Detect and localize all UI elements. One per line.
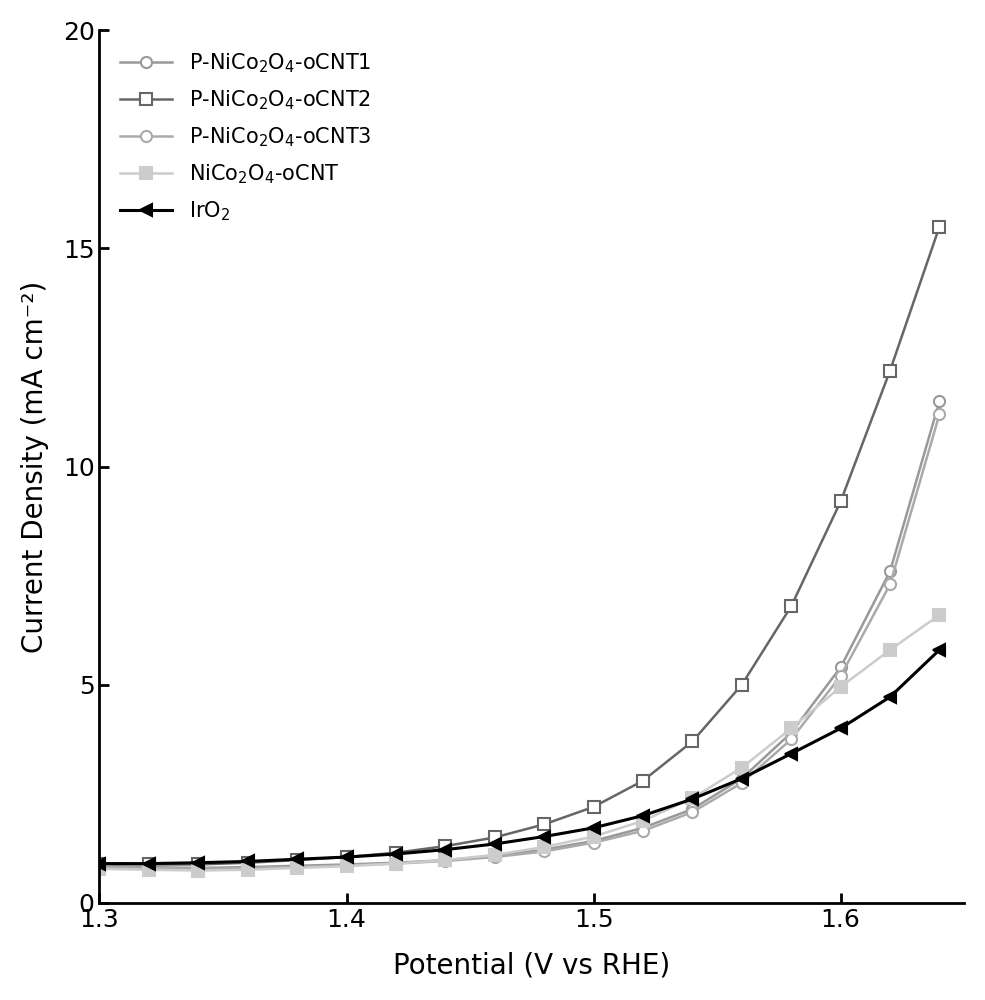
P-NiCo$_2$O$_4$-oCNT3 [192, 863, 204, 875]
P-NiCo$_2$O$_4$-oCNT3 [292, 861, 303, 873]
IrO$_2$ [94, 858, 105, 870]
P-NiCo$_2$O$_4$-oCNT3 [241, 862, 253, 874]
P-NiCo$_2$O$_4$-oCNT1 [390, 857, 402, 869]
NiCo$_2$O$_4$-oCNT [637, 815, 649, 827]
NiCo$_2$O$_4$-oCNT [687, 792, 698, 804]
IrO$_2$ [143, 858, 155, 870]
P-NiCo$_2$O$_4$-oCNT2 [292, 854, 303, 866]
NiCo$_2$O$_4$-oCNT [834, 681, 846, 693]
P-NiCo$_2$O$_4$-oCNT1 [292, 860, 303, 872]
Line: NiCo$_2$O$_4$-oCNT: NiCo$_2$O$_4$-oCNT [94, 609, 945, 876]
P-NiCo$_2$O$_4$-oCNT2 [538, 818, 550, 830]
P-NiCo$_2$O$_4$-oCNT2 [94, 858, 105, 870]
IrO$_2$ [588, 822, 600, 834]
P-NiCo$_2$O$_4$-oCNT3 [588, 837, 600, 849]
Line: P-NiCo$_2$O$_4$-oCNT2: P-NiCo$_2$O$_4$-oCNT2 [94, 221, 945, 870]
P-NiCo$_2$O$_4$-oCNT1 [934, 395, 946, 407]
NiCo$_2$O$_4$-oCNT [736, 762, 748, 774]
P-NiCo$_2$O$_4$-oCNT2 [785, 600, 797, 612]
P-NiCo$_2$O$_4$-oCNT2 [439, 840, 451, 852]
P-NiCo$_2$O$_4$-oCNT2 [637, 775, 649, 787]
Line: P-NiCo$_2$O$_4$-oCNT1: P-NiCo$_2$O$_4$-oCNT1 [94, 396, 945, 874]
NiCo$_2$O$_4$-oCNT [439, 854, 451, 866]
P-NiCo$_2$O$_4$-oCNT3 [736, 777, 748, 789]
NiCo$_2$O$_4$-oCNT [588, 831, 600, 843]
P-NiCo$_2$O$_4$-oCNT3 [94, 861, 105, 873]
P-NiCo$_2$O$_4$-oCNT1 [489, 850, 500, 862]
P-NiCo$_2$O$_4$-oCNT3 [885, 578, 896, 590]
P-NiCo$_2$O$_4$-oCNT1 [885, 565, 896, 577]
IrO$_2$ [934, 644, 946, 656]
P-NiCo$_2$O$_4$-oCNT1 [439, 854, 451, 866]
NiCo$_2$O$_4$-oCNT [934, 609, 946, 621]
P-NiCo$_2$O$_4$-oCNT3 [489, 851, 500, 863]
P-NiCo$_2$O$_4$-oCNT3 [687, 806, 698, 818]
IrO$_2$ [439, 844, 451, 856]
P-NiCo$_2$O$_4$-oCNT3 [637, 825, 649, 837]
Line: IrO$_2$: IrO$_2$ [94, 644, 946, 870]
IrO$_2$ [885, 691, 896, 703]
P-NiCo$_2$O$_4$-oCNT1 [834, 661, 846, 673]
IrO$_2$ [736, 773, 748, 785]
IrO$_2$ [390, 848, 402, 860]
Legend: P-NiCo$_2$O$_4$-oCNT1, P-NiCo$_2$O$_4$-oCNT2, P-NiCo$_2$O$_4$-oCNT3, NiCo$_2$O$_: P-NiCo$_2$O$_4$-oCNT1, P-NiCo$_2$O$_4$-o… [110, 41, 382, 234]
P-NiCo$_2$O$_4$-oCNT3 [785, 733, 797, 745]
IrO$_2$ [687, 793, 698, 805]
P-NiCo$_2$O$_4$-oCNT2 [834, 495, 846, 507]
NiCo$_2$O$_4$-oCNT [538, 841, 550, 853]
NiCo$_2$O$_4$-oCNT [390, 858, 402, 870]
P-NiCo$_2$O$_4$-oCNT1 [341, 858, 353, 870]
P-NiCo$_2$O$_4$-oCNT2 [341, 851, 353, 863]
P-NiCo$_2$O$_4$-oCNT1 [94, 860, 105, 872]
P-NiCo$_2$O$_4$-oCNT1 [143, 861, 155, 873]
P-NiCo$_2$O$_4$-oCNT1 [736, 773, 748, 785]
P-NiCo$_2$O$_4$-oCNT2 [885, 365, 896, 377]
IrO$_2$ [538, 831, 550, 843]
P-NiCo$_2$O$_4$-oCNT3 [143, 862, 155, 874]
IrO$_2$ [834, 722, 846, 734]
IrO$_2$ [637, 810, 649, 822]
P-NiCo$_2$O$_4$-oCNT3 [390, 858, 402, 870]
IrO$_2$ [192, 857, 204, 869]
X-axis label: Potential (V vs RHE): Potential (V vs RHE) [393, 951, 671, 979]
P-NiCo$_2$O$_4$-oCNT2 [241, 857, 253, 869]
NiCo$_2$O$_4$-oCNT [785, 722, 797, 734]
P-NiCo$_2$O$_4$-oCNT2 [687, 735, 698, 747]
Line: P-NiCo$_2$O$_4$-oCNT3: P-NiCo$_2$O$_4$-oCNT3 [94, 409, 945, 874]
P-NiCo$_2$O$_4$-oCNT3 [341, 859, 353, 871]
IrO$_2$ [341, 851, 353, 863]
NiCo$_2$O$_4$-oCNT [94, 863, 105, 875]
P-NiCo$_2$O$_4$-oCNT3 [439, 855, 451, 867]
P-NiCo$_2$O$_4$-oCNT1 [637, 822, 649, 834]
IrO$_2$ [241, 855, 253, 867]
Y-axis label: Current Density (mA cm⁻²): Current Density (mA cm⁻²) [21, 280, 49, 653]
P-NiCo$_2$O$_4$-oCNT2 [192, 858, 204, 870]
IrO$_2$ [292, 853, 303, 865]
P-NiCo$_2$O$_4$-oCNT1 [538, 844, 550, 856]
P-NiCo$_2$O$_4$-oCNT1 [687, 803, 698, 815]
P-NiCo$_2$O$_4$-oCNT3 [834, 670, 846, 682]
P-NiCo$_2$O$_4$-oCNT1 [588, 835, 600, 847]
P-NiCo$_2$O$_4$-oCNT1 [785, 727, 797, 739]
P-NiCo$_2$O$_4$-oCNT2 [489, 831, 500, 843]
NiCo$_2$O$_4$-oCNT [885, 644, 896, 656]
P-NiCo$_2$O$_4$-oCNT2 [390, 847, 402, 859]
IrO$_2$ [489, 838, 500, 850]
IrO$_2$ [785, 748, 797, 760]
P-NiCo$_2$O$_4$-oCNT2 [588, 801, 600, 813]
P-NiCo$_2$O$_4$-oCNT3 [538, 845, 550, 857]
P-NiCo$_2$O$_4$-oCNT2 [736, 679, 748, 691]
NiCo$_2$O$_4$-oCNT [241, 864, 253, 876]
NiCo$_2$O$_4$-oCNT [143, 864, 155, 876]
NiCo$_2$O$_4$-oCNT [292, 862, 303, 874]
P-NiCo$_2$O$_4$-oCNT3 [934, 408, 946, 420]
P-NiCo$_2$O$_4$-oCNT1 [241, 861, 253, 873]
NiCo$_2$O$_4$-oCNT [489, 849, 500, 861]
NiCo$_2$O$_4$-oCNT [192, 865, 204, 877]
NiCo$_2$O$_4$-oCNT [341, 860, 353, 872]
P-NiCo$_2$O$_4$-oCNT1 [192, 862, 204, 874]
P-NiCo$_2$O$_4$-oCNT2 [143, 858, 155, 870]
P-NiCo$_2$O$_4$-oCNT2 [934, 221, 946, 233]
